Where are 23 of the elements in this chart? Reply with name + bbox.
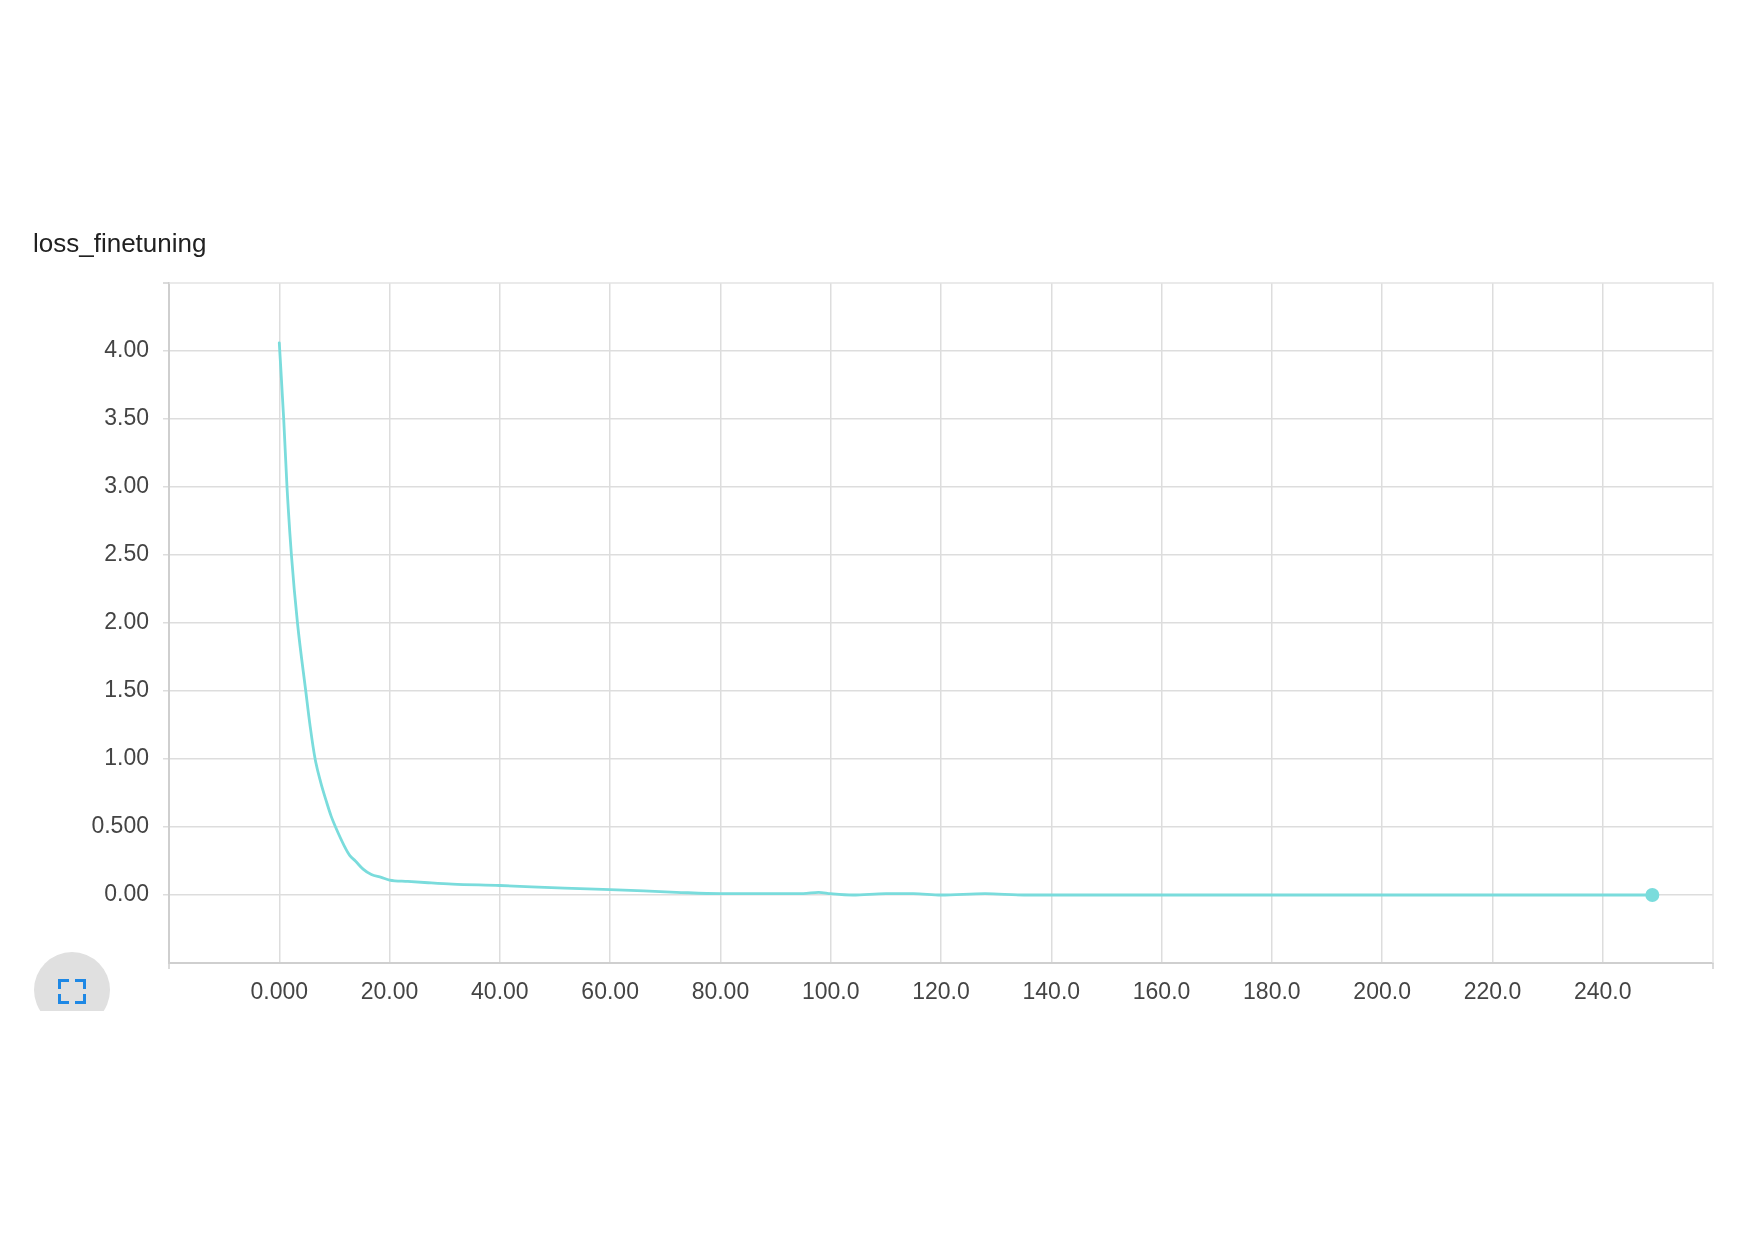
x-tick-label: 120.0 bbox=[912, 978, 970, 1005]
x-tick-label: 220.0 bbox=[1463, 978, 1522, 1005]
x-tick-label: 20.00 bbox=[360, 978, 419, 1005]
x-tick-label: 80.00 bbox=[691, 978, 750, 1005]
y-tick-label: 0.500 bbox=[91, 812, 149, 839]
chart-title: loss_finetuning bbox=[33, 228, 207, 259]
x-tick-label: 240.0 bbox=[1573, 978, 1632, 1005]
x-tick-label: 40.00 bbox=[471, 978, 529, 1005]
x-tick-label: 140.0 bbox=[1022, 978, 1081, 1005]
y-tick-label: 1.50 bbox=[104, 676, 149, 703]
y-tick-label: 0.00 bbox=[104, 880, 149, 907]
x-tick-label: 160.0 bbox=[1132, 978, 1191, 1005]
y-tick-label: 4.00 bbox=[104, 336, 149, 363]
y-tick-label: 2.00 bbox=[104, 608, 149, 635]
x-tick-label: 100.0 bbox=[801, 978, 860, 1005]
x-tick-label: 0.000 bbox=[250, 978, 309, 1005]
x-tick-label: 200.0 bbox=[1353, 978, 1411, 1005]
y-tick-label: 3.00 bbox=[104, 472, 149, 499]
y-tick-label: 2.50 bbox=[104, 540, 149, 567]
x-tick-label: 180.0 bbox=[1243, 978, 1301, 1005]
x-tick-label: 60.00 bbox=[581, 978, 639, 1005]
y-tick-label: 3.50 bbox=[104, 404, 149, 431]
y-tick-label: 1.00 bbox=[104, 744, 149, 771]
